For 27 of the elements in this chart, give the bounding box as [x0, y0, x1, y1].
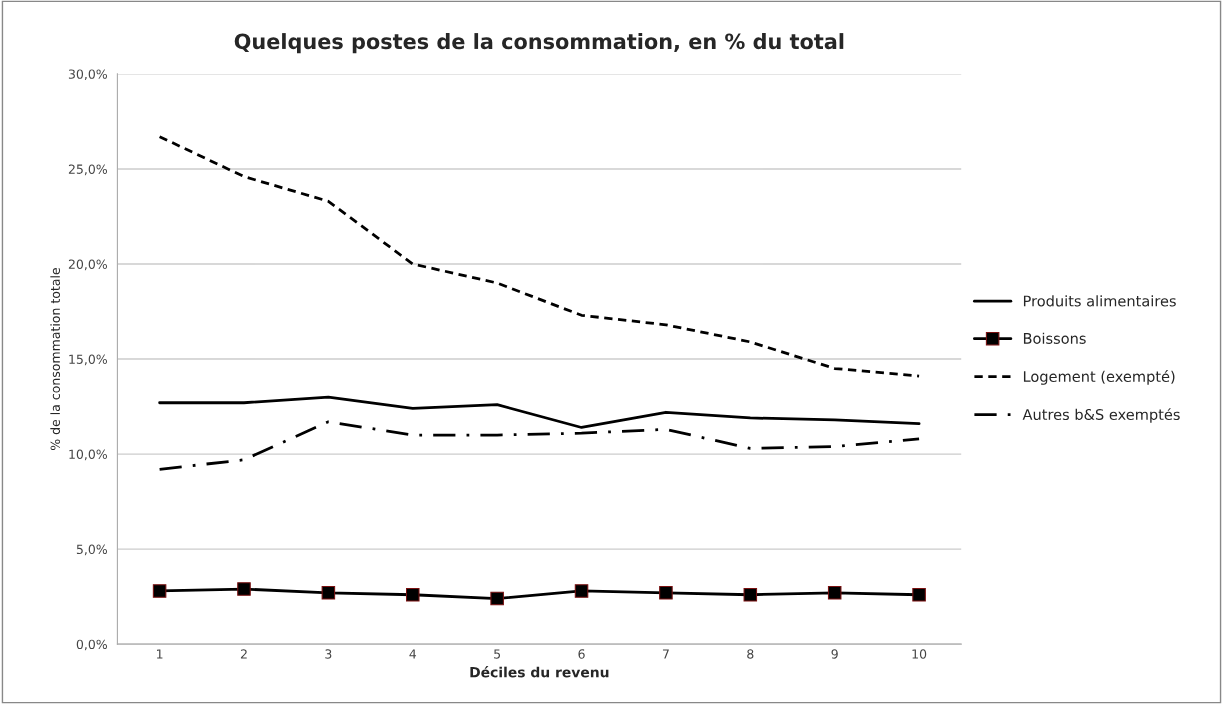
- x-tick-label: 4: [409, 649, 417, 659]
- y-tick-label: 0,0%: [76, 639, 107, 651]
- legend-label: Logement (exempté): [1023, 370, 1175, 385]
- legend-label: Autres b&S exemptés: [1022, 408, 1180, 423]
- x-axis-title: Déciles du revenu: [470, 666, 609, 678]
- y-axis-title: % de la consommation totale: [50, 268, 60, 451]
- x-tick-label: 5: [494, 649, 501, 659]
- y-tick-label: 30,0%: [68, 69, 107, 81]
- line-series: [158, 135, 921, 378]
- legend-label: Boissons: [1023, 332, 1086, 344]
- chart-title: Quelques postes de la consommation, en % du total: [234, 33, 844, 54]
- y-tick-label: 5,0%: [76, 544, 107, 556]
- line-series: [158, 420, 921, 471]
- x-tick-label: 3: [325, 649, 332, 659]
- x-tick-label: 6: [578, 649, 585, 659]
- y-tick-label: 25,0%: [68, 164, 107, 176]
- legend-label: Produits alimentaires: [1023, 295, 1176, 307]
- x-tick-label: 2: [240, 649, 247, 659]
- line-series: [158, 395, 921, 429]
- y-tick-label: 10,0%: [69, 449, 107, 461]
- y-tick-label: 20,0%: [68, 259, 107, 271]
- x-tick-label: 1: [157, 649, 163, 659]
- x-tick-label: 10: [912, 649, 927, 659]
- x-tick-label: 8: [747, 649, 754, 659]
- x-tick-label: 9: [831, 649, 838, 659]
- x-tick-label: 7: [662, 649, 669, 659]
- y-tick-label: 15,0%: [69, 354, 107, 366]
